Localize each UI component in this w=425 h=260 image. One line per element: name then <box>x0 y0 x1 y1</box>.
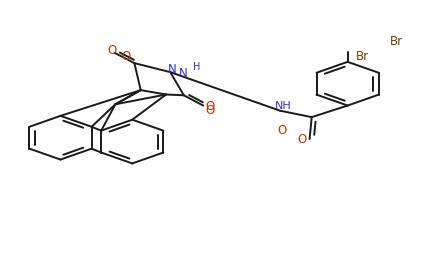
Text: O: O <box>121 50 130 63</box>
Text: O: O <box>108 44 117 57</box>
Text: Br: Br <box>390 35 403 48</box>
Text: O: O <box>298 133 306 146</box>
Text: O: O <box>206 104 215 117</box>
Text: H: H <box>193 62 201 72</box>
Text: NH: NH <box>275 101 292 111</box>
Text: O: O <box>205 100 214 113</box>
Text: N: N <box>178 67 187 80</box>
Text: O: O <box>278 124 287 136</box>
Text: N: N <box>168 63 177 76</box>
Text: Br: Br <box>356 50 369 63</box>
